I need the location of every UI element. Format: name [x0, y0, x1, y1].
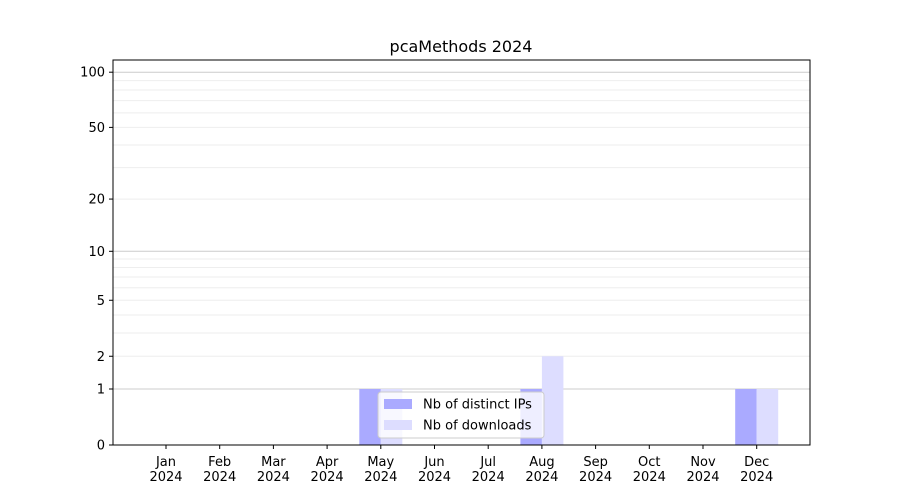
x-tick-label-line: 2024	[472, 470, 505, 485]
y-tick-label: 20	[88, 193, 105, 208]
x-tick-label-line: 2024	[257, 470, 290, 485]
legend-swatch	[384, 399, 412, 409]
x-tick-label-line: Oct	[638, 455, 660, 470]
x-tick-label-line: Nov	[690, 455, 716, 470]
x-tick-label: Dec 2024	[740, 455, 773, 485]
x-tick-label-line: 2024	[740, 470, 773, 485]
x-tick-label: Sep 2024	[579, 455, 612, 485]
x-tick-label-line: Jul	[479, 455, 496, 470]
x-tick-label-line: 2024	[418, 470, 451, 485]
x-tick-label: Jul 2024	[472, 455, 505, 485]
y-tick-label: 100	[80, 66, 105, 81]
y-tick-label: 10	[88, 245, 105, 260]
y-tick-label: 5	[97, 294, 105, 309]
x-tick-label-line: Apr	[316, 455, 339, 470]
legend-label: Nb of downloads	[423, 419, 532, 434]
y-tick-label: 1	[97, 383, 105, 398]
y-tick-label: 2	[97, 350, 105, 365]
x-tick-label-line: Dec	[744, 455, 769, 470]
chart-title: pcaMethods 2024	[390, 37, 533, 56]
x-tick-label: Apr 2024	[311, 455, 344, 485]
x-tick-label: Aug 2024	[525, 455, 558, 485]
x-tick-label: Oct 2024	[633, 455, 666, 485]
plot-frame	[112, 59, 811, 446]
grid	[113, 71, 810, 390]
x-tick-label-line: Jan	[155, 455, 176, 470]
y-axis: 0 1 2 5 10 20 50 100	[80, 66, 113, 454]
x-tick-label-line: Aug	[529, 455, 554, 470]
legend-label: Nb of distinct IPs	[423, 398, 532, 413]
bar-downloads	[541, 356, 564, 445]
x-tick-label-line: 2024	[686, 470, 719, 485]
bar-downloads	[756, 389, 779, 445]
x-tick-label: Mar 2024	[257, 455, 290, 485]
bar-ips	[735, 389, 757, 445]
x-tick-label-line: 2024	[203, 470, 236, 485]
x-tick-label: Jun 2024	[418, 455, 451, 485]
x-tick-label: Nov 2024	[686, 455, 719, 485]
x-tick-label-line: 2024	[149, 470, 182, 485]
x-tick-label-line: 2024	[579, 470, 612, 485]
x-tick-label-line: 2024	[633, 470, 666, 485]
bar-ips	[359, 389, 381, 445]
x-tick-label-line: 2024	[311, 470, 344, 485]
y-tick-label: 50	[88, 121, 105, 136]
x-tick-label-line: 2024	[525, 470, 558, 485]
x-tick-label-line: Jun	[423, 455, 444, 470]
x-tick-label-line: Feb	[208, 455, 231, 470]
legend: Nb of distinct IPs Nb of downloads	[377, 391, 545, 439]
y-tick-label: 0	[97, 439, 105, 454]
x-tick-label-line: 2024	[364, 470, 397, 485]
legend-box	[377, 391, 545, 439]
legend-swatch	[384, 420, 412, 430]
x-tick-label: Feb 2024	[203, 455, 236, 485]
x-tick-label: Jan 2024	[149, 455, 182, 485]
x-tick-label-line: Sep	[583, 455, 608, 470]
x-tick-label: May 2024	[364, 455, 397, 485]
x-tick-label-line: Mar	[261, 455, 286, 470]
x-tick-label-line: May	[367, 455, 394, 470]
